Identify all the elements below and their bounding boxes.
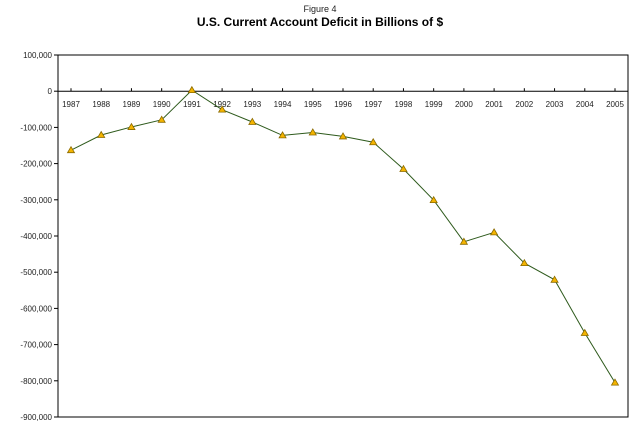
y-tick-label: -300,000: [20, 196, 52, 205]
y-tick-label: -600,000: [20, 304, 52, 313]
data-point-1988: [97, 130, 106, 138]
data-point-2003: [550, 275, 559, 283]
x-tick-label: 1996: [334, 100, 352, 109]
y-tick-label: -500,000: [20, 268, 52, 277]
chart-title: U.S. Current Account Deficit in Billions…: [196, 15, 444, 29]
x-tick-label: 1993: [243, 100, 261, 109]
x-tick-label: 2001: [485, 100, 503, 109]
data-point-1995: [308, 128, 317, 136]
data-point-1999: [429, 195, 438, 204]
data-point-1993: [248, 117, 257, 125]
data-point-2004: [580, 328, 589, 336]
x-tick-label: 1997: [364, 100, 382, 109]
y-tick-label: -800,000: [20, 377, 52, 386]
data-point-1991: [187, 85, 197, 94]
plot-area: [57, 54, 629, 418]
y-tick-label: -200,000: [20, 160, 52, 169]
data-point-1992: [217, 105, 227, 113]
data-markers: [66, 85, 620, 386]
x-tick-label: 1994: [274, 100, 292, 109]
x-tick-label: 2003: [546, 100, 564, 109]
x-tick-label: 1987: [62, 100, 80, 109]
data-point-1990: [157, 115, 166, 123]
x-tick-label: 1998: [395, 100, 413, 109]
data-point-1987: [66, 145, 76, 154]
y-axis: 100,000 0 -100,000 -200,000 -300,000 -400,000…: [20, 51, 58, 422]
x-tick-label: 1989: [123, 100, 141, 109]
x-axis: 1987 1988 1989 1990 1991 1992 1993 1994 1995 1996…: [58, 88, 628, 109]
y-tick-label: -900,000: [20, 413, 52, 422]
data-point-1996: [338, 132, 348, 140]
x-tick-label: 2002: [515, 100, 533, 109]
y-tick-label: -100,000: [20, 123, 52, 132]
x-tick-label: 1990: [153, 100, 171, 109]
data-point-2002: [520, 258, 529, 267]
data-point-2000: [459, 237, 469, 245]
y-tick-label: 100,000: [23, 51, 52, 60]
y-tick-label: -700,000: [20, 341, 52, 350]
x-tick-label: 1991: [183, 100, 201, 109]
x-tick-label: 1999: [425, 100, 443, 109]
x-tick-label: 2000: [455, 100, 473, 109]
data-point-2005: [610, 378, 620, 386]
data-point-2001: [489, 228, 499, 236]
x-tick-label: 2005: [606, 100, 624, 109]
figure-label: Figure 4: [303, 4, 337, 14]
data-point-1994: [278, 131, 287, 139]
y-tick-label: 0: [48, 87, 53, 96]
x-tick-label: 2004: [576, 100, 594, 109]
x-tick-label: 1992: [213, 100, 231, 109]
data-point-1997: [369, 137, 378, 146]
x-tick-label: 1995: [304, 100, 322, 109]
y-tick-label: -400,000: [20, 232, 52, 241]
data-point-1989: [127, 122, 136, 130]
x-tick-label: 1988: [92, 100, 110, 109]
data-point-1998: [399, 164, 408, 172]
